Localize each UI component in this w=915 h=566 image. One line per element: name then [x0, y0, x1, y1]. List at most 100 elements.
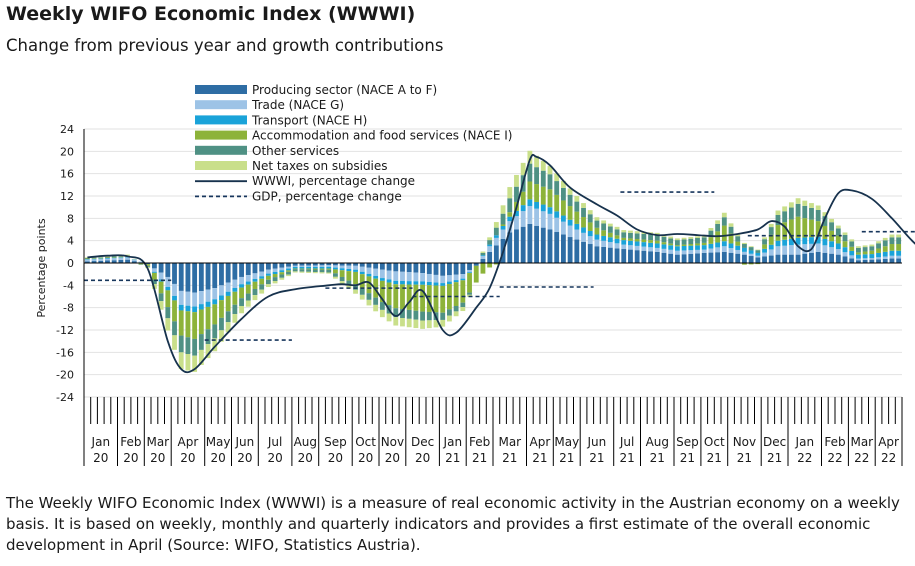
- bar-segment-producing: [84, 261, 90, 263]
- bar-segment-accommodation: [286, 270, 291, 272]
- bar-segment-transport: [265, 273, 271, 276]
- bar-segment-trade: [614, 243, 620, 249]
- bar-segment-accommodation: [480, 263, 486, 274]
- bar-segment-other-services: [688, 238, 694, 245]
- bar-segment-trade: [574, 229, 580, 240]
- bar-segment-producing: [762, 256, 767, 263]
- bar-segment-transport: [715, 242, 721, 248]
- bar-segment-trade: [487, 246, 493, 252]
- bar-segment-net-taxes: [896, 234, 902, 238]
- bar-segment-transport: [614, 238, 620, 244]
- bar-segment-net-taxes: [540, 160, 546, 171]
- bar-segment-accommodation: [312, 268, 318, 270]
- bar-segment-other-services: [91, 257, 97, 259]
- bar-segment-transport: [460, 278, 466, 281]
- bar-segment-other-services: [286, 271, 291, 275]
- bar-segment-net-taxes: [413, 319, 419, 329]
- bar-segment-net-taxes: [534, 155, 539, 168]
- bar-segment-other-services: [762, 239, 767, 245]
- bar-segment-other-services: [219, 317, 224, 331]
- bar-segment-other-services: [856, 247, 861, 253]
- bar-segment-producing: [145, 263, 151, 265]
- bar-segment-other-services: [674, 240, 680, 246]
- bar-segment-transport: [594, 234, 600, 240]
- x-tick-month: Mar: [498, 435, 521, 449]
- bar-segment-accommodation: [527, 181, 533, 200]
- bar-segment-transport: [560, 215, 566, 222]
- bar-segment-transport: [165, 287, 171, 291]
- bar-segment-other-services: [695, 238, 700, 244]
- bar-segment-net-taxes: [547, 165, 553, 175]
- bar-segment-producing: [426, 263, 432, 274]
- legend-swatch-other-services: [195, 145, 247, 155]
- x-tick-month: Nov: [733, 435, 756, 449]
- x-tick-year: 22: [881, 451, 896, 465]
- bar-segment-accommodation: [641, 239, 647, 243]
- bar-segment-trade: [467, 269, 472, 273]
- x-tick-month: Oct: [704, 435, 725, 449]
- bar-segment-producing: [151, 263, 157, 269]
- bar-segment-accommodation: [413, 284, 419, 311]
- bar-segment-trade: [507, 221, 513, 233]
- bar-segment-other-services: [272, 277, 278, 282]
- bar-segment-transport: [480, 255, 486, 257]
- bar-segment-accommodation: [822, 225, 828, 239]
- bar-segment-other-services: [393, 308, 399, 318]
- bar-segment-accommodation: [560, 200, 566, 216]
- bar-segment-other-services: [239, 298, 244, 306]
- bar-segment-trade: [339, 265, 345, 269]
- bar-segment-producing: [775, 254, 781, 264]
- bar-segment-trade: [742, 251, 747, 255]
- bar-segment-trade: [628, 245, 633, 250]
- bar-segment-accommodation: [782, 222, 788, 240]
- bar-segment-transport: [782, 239, 788, 246]
- bar-segment-other-services: [105, 256, 110, 258]
- bar-segment-producing: [172, 263, 177, 284]
- bar-segment-other-services: [460, 302, 466, 308]
- x-tick-month: Apr: [878, 435, 899, 449]
- bar-segment-trade: [829, 247, 835, 254]
- bar-segment-producing: [661, 252, 667, 263]
- bar-segment-trade: [882, 256, 888, 259]
- bar-segment-accommodation: [158, 281, 164, 294]
- bar-segment-other-services: [735, 236, 741, 242]
- bar-segment-trade: [393, 271, 399, 281]
- bar-segment-producing: [835, 254, 841, 264]
- bar-segment-accommodation: [862, 251, 868, 255]
- bar-segment-trade: [493, 237, 499, 246]
- bar-segment-accommodation: [500, 224, 506, 226]
- bar-segment-other-services: [567, 194, 573, 207]
- bar-segment-trade: [225, 282, 231, 292]
- bar-segment-net-taxes: [755, 249, 761, 251]
- legend-label: Producing sector (NACE A to F): [252, 83, 437, 97]
- bar-segment-producing: [742, 254, 747, 264]
- bar-segment-producing: [272, 263, 278, 269]
- bar-segment-trade: [131, 259, 137, 262]
- bar-segment-other-services: [225, 311, 231, 323]
- y-tick-label: 0: [67, 257, 74, 270]
- bar-segment-accommodation: [701, 242, 707, 246]
- bar-segment-other-services: [507, 198, 513, 213]
- bar-segment-other-services: [889, 237, 895, 245]
- legend-label: GDP, percentage change: [252, 189, 402, 203]
- bar-segment-transport: [225, 291, 231, 296]
- bar-segment-accommodation: [165, 290, 171, 308]
- bar-segment-producing: [896, 258, 902, 263]
- bar-segment-other-services: [453, 305, 459, 312]
- bar-segment-trade: [453, 274, 459, 281]
- bar-segment-trade: [272, 268, 278, 272]
- bar-segment-accommodation: [614, 235, 620, 239]
- bar-segment-other-services: [413, 310, 419, 320]
- bar-segment-transport: [681, 245, 687, 251]
- bar-segment-other-services: [379, 302, 385, 310]
- bar-segment-transport: [574, 223, 580, 230]
- bar-segment-other-services: [198, 334, 204, 350]
- bar-segment-accommodation: [493, 263, 499, 265]
- bar-segment-accommodation: [648, 240, 653, 243]
- bar-segment-producing: [856, 260, 861, 263]
- page-title: Weekly WIFO Economic Index (WWWI): [6, 3, 416, 25]
- bar-segment-transport: [775, 240, 781, 247]
- bar-segment-producing: [165, 263, 171, 277]
- bar-segment-other-services: [252, 288, 258, 296]
- bar-segment-accommodation: [842, 241, 848, 248]
